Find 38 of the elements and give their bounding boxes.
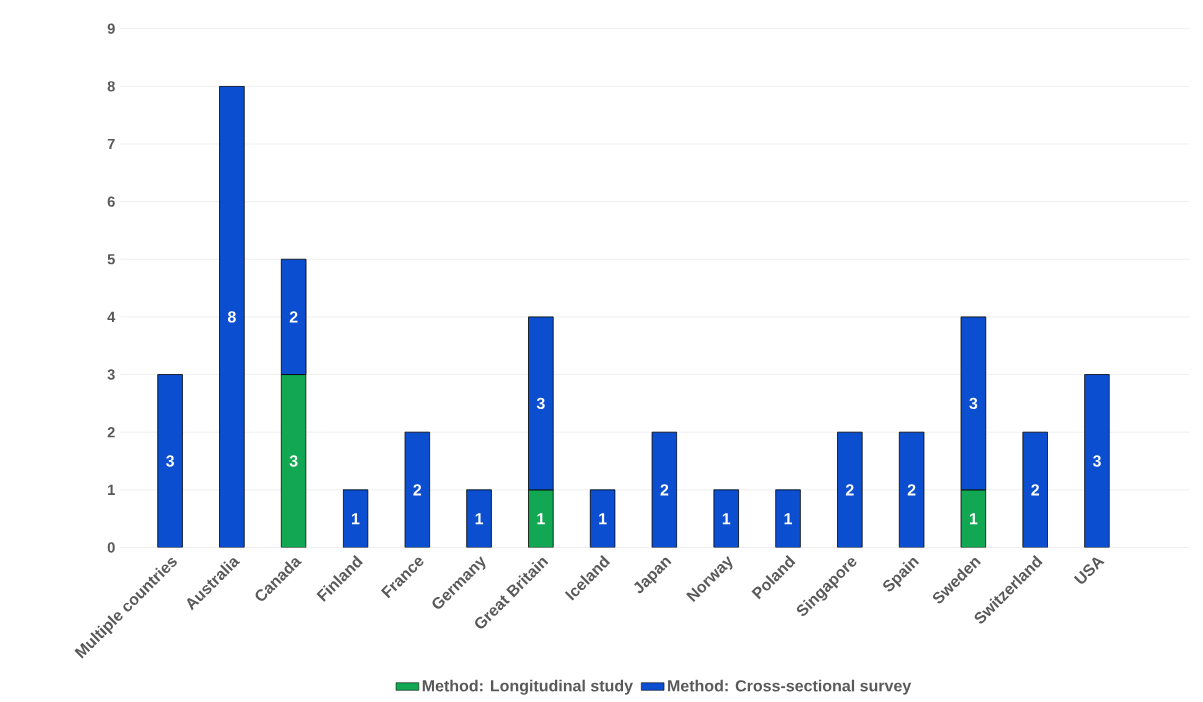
data-label: 1 — [537, 513, 545, 525]
legend-label: Method: Cross-sectional survey — [668, 679, 912, 695]
data-label: 2 — [660, 484, 669, 496]
y-tick-label: 1 — [108, 484, 115, 495]
data-label: 2 — [1031, 484, 1040, 496]
bar — [898, 431, 925, 548]
x-tick-label: USA — [1073, 557, 1105, 584]
data-label: 2 — [289, 311, 298, 323]
data-label: 1 — [969, 513, 978, 525]
y-tick-label: 5 — [107, 254, 115, 265]
data-label: 1 — [784, 513, 793, 525]
y-tick-label: 6 — [107, 196, 115, 207]
data-label: 1 — [475, 513, 484, 525]
data-label: 3 — [289, 455, 298, 467]
bar — [219, 85, 245, 548]
y-tick-label: 3 — [107, 369, 115, 380]
y-tick-label: 9 — [107, 23, 115, 34]
y-tick-label: 8 — [107, 81, 115, 92]
bar — [589, 489, 616, 548]
data-label: 3 — [166, 455, 174, 467]
y-tick-label: 0 — [107, 542, 115, 553]
data-label: 3 — [536, 397, 545, 409]
data-label: 2 — [845, 484, 854, 496]
data-label: 1 — [352, 513, 360, 525]
data-label: 2 — [413, 484, 422, 496]
y-tick-label: 7 — [107, 138, 115, 149]
y-tick-label: 4 — [107, 311, 116, 322]
bar — [157, 374, 183, 548]
bar — [466, 489, 492, 548]
data-label: 3 — [1092, 455, 1101, 467]
bar — [837, 431, 863, 548]
legend-label: Method: Longitudinal study — [422, 679, 633, 695]
data-label: 2 — [907, 484, 916, 496]
data-label: 1 — [599, 513, 607, 525]
y-tick-label: 2 — [107, 426, 115, 438]
data-label: 8 — [227, 311, 236, 323]
data-label: 3 — [969, 397, 978, 409]
data-label: 1 — [722, 513, 731, 525]
